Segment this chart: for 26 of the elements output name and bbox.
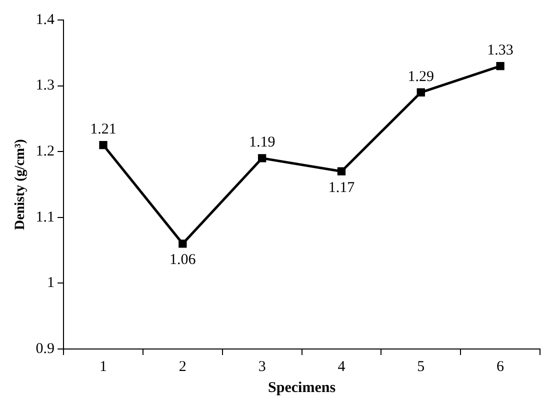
y-axis-title: Denisty (g/cm³) xyxy=(13,138,28,230)
y-tick-label: 1 xyxy=(47,275,55,292)
point xyxy=(258,154,266,162)
x-tick-label: 2 xyxy=(178,358,186,375)
point xyxy=(416,88,425,96)
data-label: 1.21 xyxy=(90,121,116,138)
data-label: 1.29 xyxy=(408,68,434,85)
data-label: 1.06 xyxy=(170,252,196,268)
y-tick-label: 1.3 xyxy=(36,78,55,94)
x-tick-label: 1 xyxy=(100,358,108,375)
data-label: 1.33 xyxy=(487,42,514,58)
x-tick-label: 4 xyxy=(338,358,346,375)
x-axis-title: Specimens xyxy=(268,380,336,396)
point xyxy=(178,240,187,248)
y-tick-label: 1.2 xyxy=(36,144,55,160)
point xyxy=(99,140,108,150)
x-tick-label: 6 xyxy=(496,358,505,375)
point xyxy=(337,167,346,176)
x-tick-label: 3 xyxy=(258,358,266,375)
data-label: 1.17 xyxy=(328,180,356,196)
y-tick-label: 1.1 xyxy=(36,209,55,226)
y-tick-label: 1.4 xyxy=(36,12,56,28)
x-tick-label: 5 xyxy=(417,358,425,375)
point xyxy=(496,62,504,70)
data-label: 1.19 xyxy=(248,134,276,151)
y-tick-label: 0.9 xyxy=(36,340,55,357)
